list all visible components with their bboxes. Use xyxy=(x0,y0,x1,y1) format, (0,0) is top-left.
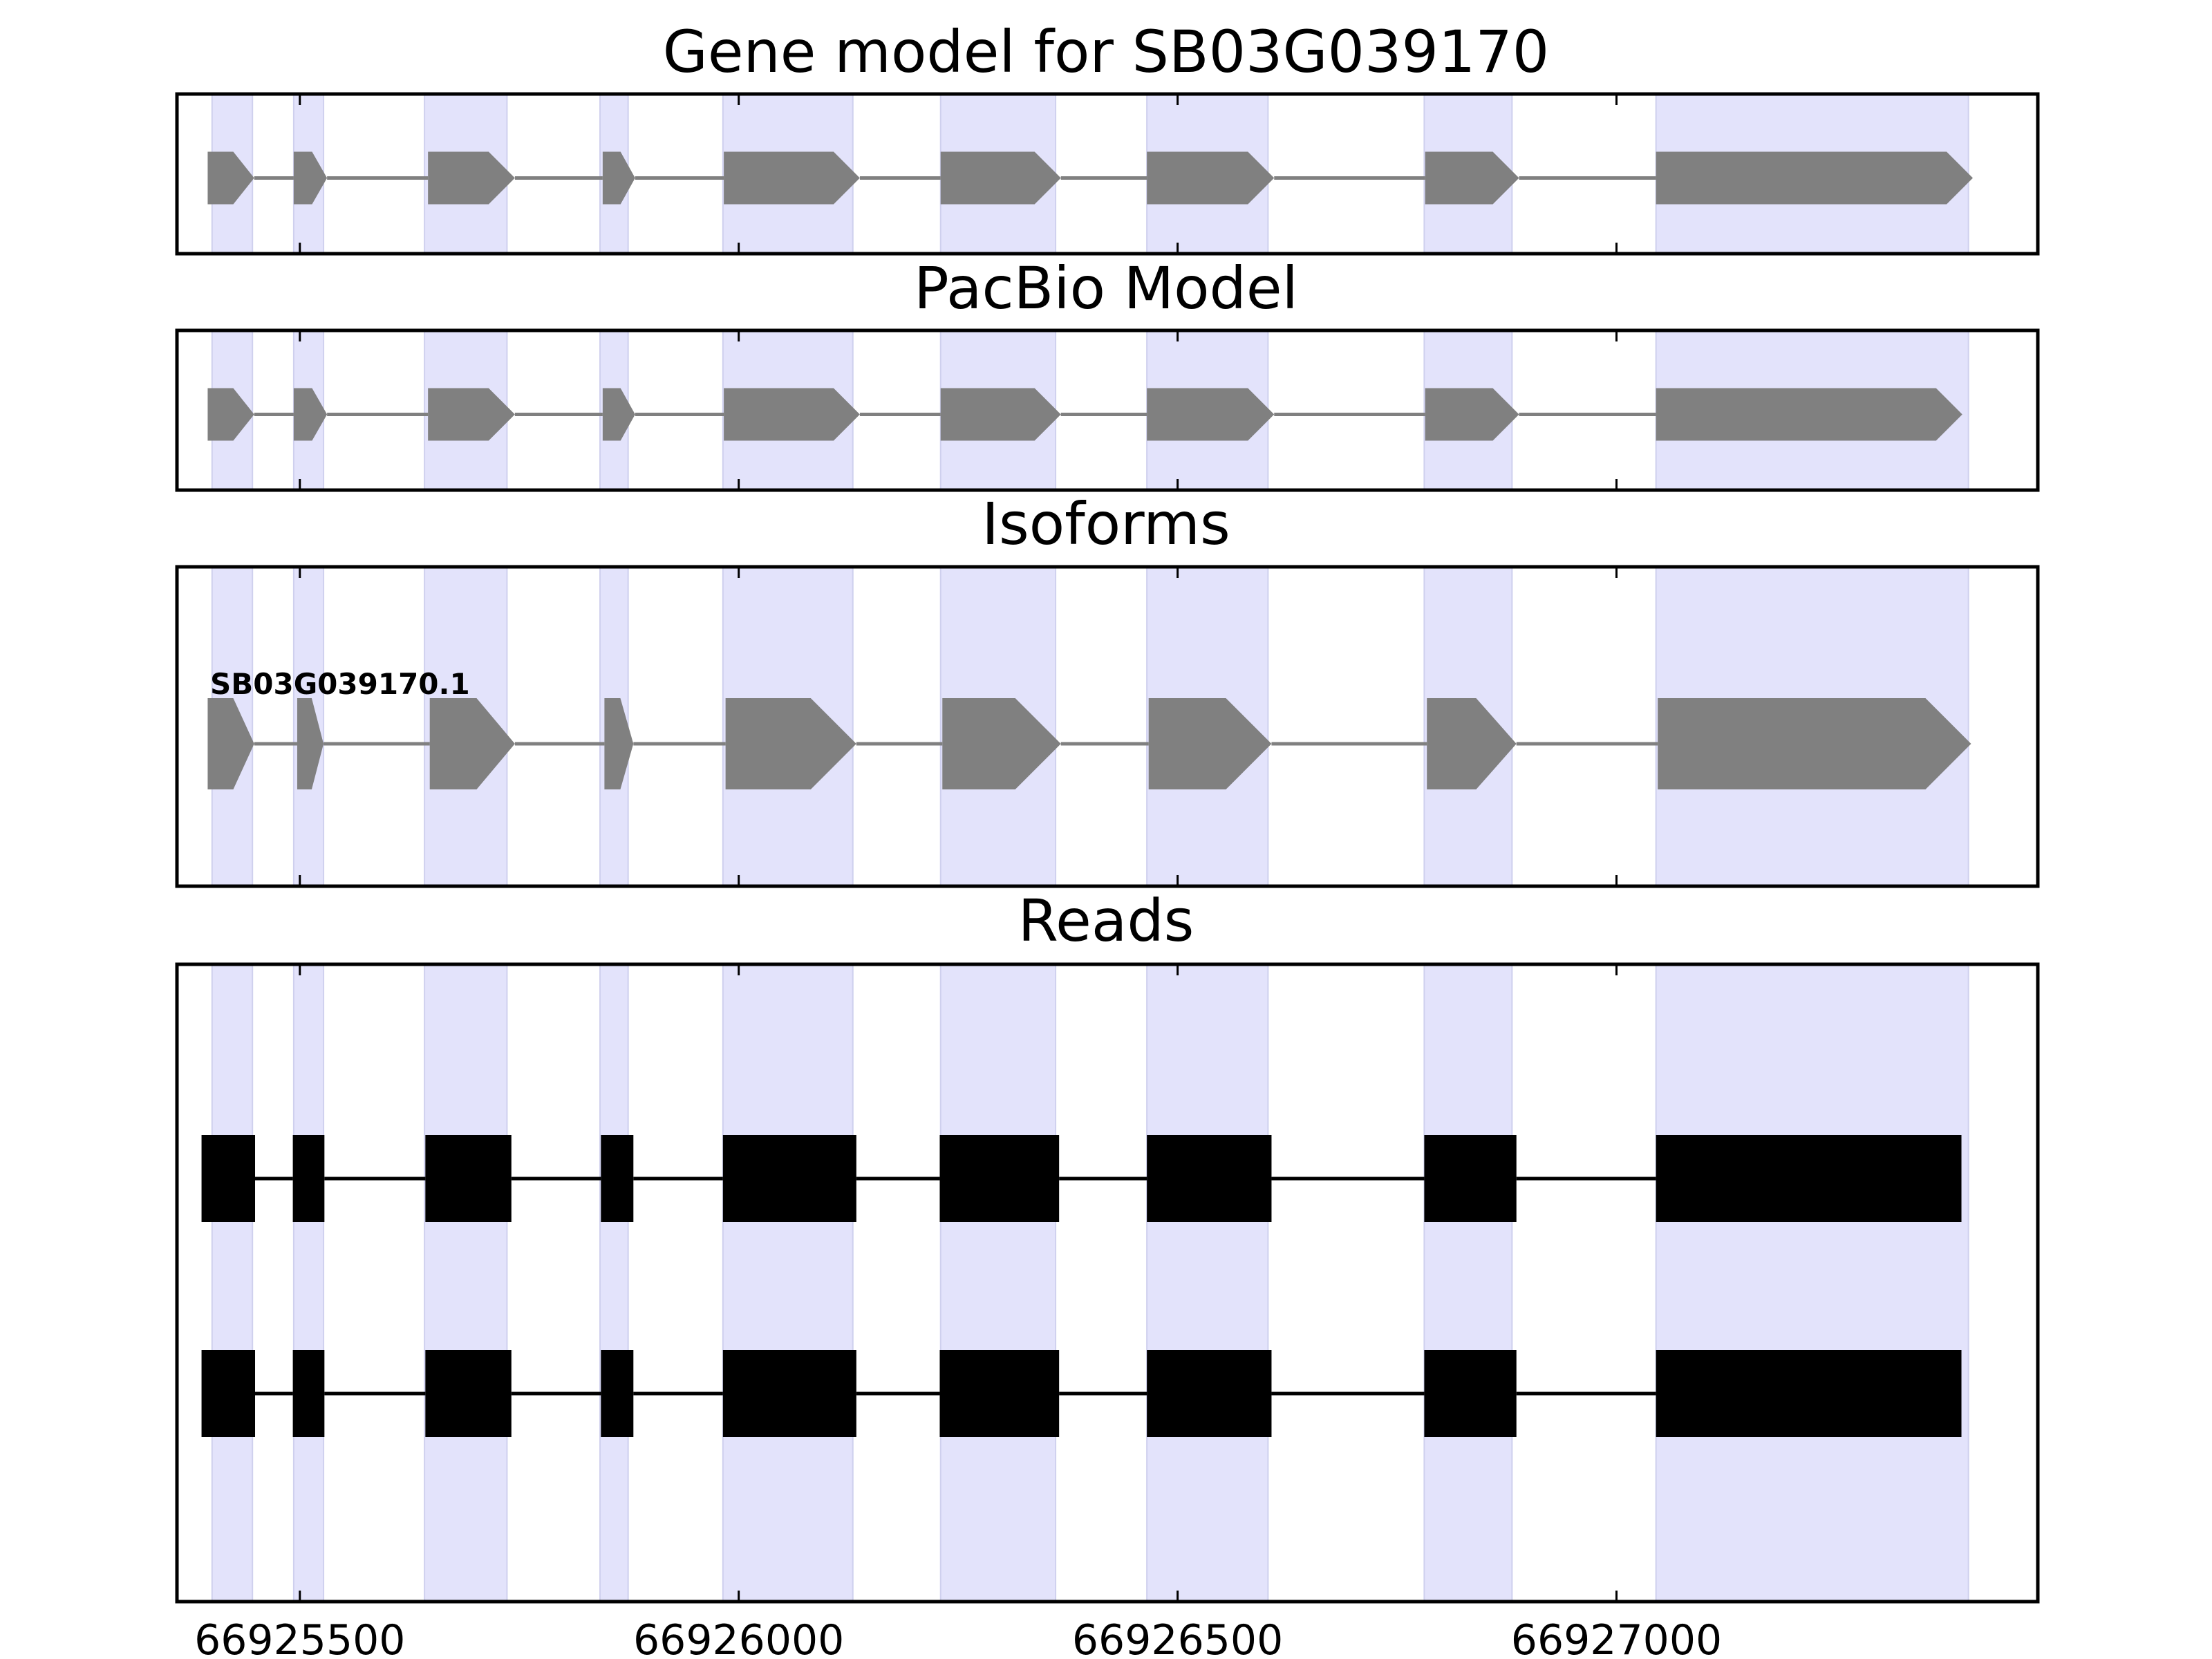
panel-frame xyxy=(175,962,2040,1604)
panel-isoforms: Isoforms SB03G039170.1 xyxy=(210,490,1230,701)
exon-shape xyxy=(428,151,515,205)
exon-shape xyxy=(602,388,635,441)
exon-shape xyxy=(1147,151,1275,205)
exon-band xyxy=(211,964,254,1602)
exon-shape xyxy=(725,698,856,789)
exon-shape xyxy=(1427,698,1517,789)
panel-title-reads: Reads xyxy=(1018,887,1194,955)
x-tick-label: 66926000 xyxy=(633,1616,844,1659)
exon-shape xyxy=(724,388,860,441)
exon-shape xyxy=(1148,698,1272,789)
exon-shape xyxy=(1147,388,1275,441)
exon-shape xyxy=(1425,388,1519,441)
exon-shape xyxy=(297,698,324,789)
read-block xyxy=(1147,1350,1272,1437)
panel-title-pacbio-model: PacBio Model xyxy=(914,254,1298,322)
exon-shape xyxy=(604,698,634,789)
exon-shape xyxy=(1658,698,1971,789)
panel-plot-2 xyxy=(175,328,2040,492)
exon-band xyxy=(424,964,508,1602)
read-block xyxy=(939,1350,1060,1437)
read-block xyxy=(1656,1350,1962,1437)
exon-shape xyxy=(1656,151,1974,205)
exon-shape xyxy=(429,698,515,789)
read-block xyxy=(425,1135,512,1222)
exon-shape xyxy=(293,388,328,441)
panel-reads: Reads xyxy=(1018,887,1194,955)
read-block xyxy=(722,1135,856,1222)
read-block xyxy=(1424,1350,1517,1437)
read-block xyxy=(292,1135,325,1222)
read-block xyxy=(201,1135,256,1222)
read-block xyxy=(1656,1135,1962,1222)
panel-gene-model: Gene model for SB03G039170 xyxy=(663,18,1549,86)
exon-band xyxy=(292,964,325,1602)
read-block xyxy=(425,1350,512,1437)
exon-shape xyxy=(942,698,1061,789)
exon-shape xyxy=(1656,388,1962,441)
panel-plot-4 xyxy=(175,962,2040,1604)
read-block xyxy=(292,1350,325,1437)
exon-shape xyxy=(207,698,254,789)
read-block xyxy=(722,1350,856,1437)
panel-frame xyxy=(175,328,2040,492)
x-axis-tick-labels: 66925500 66926000 66926500 66927000 xyxy=(194,1616,1722,1659)
read-block xyxy=(1147,1135,1272,1222)
exon-shape xyxy=(940,388,1061,441)
exon-shape xyxy=(940,151,1061,205)
panel-title-isoforms: Isoforms xyxy=(982,490,1230,558)
exon-shape xyxy=(724,151,860,205)
exon-band xyxy=(599,964,629,1602)
exon-shape xyxy=(207,388,254,441)
read-block xyxy=(939,1135,1060,1222)
panel-title-gene-model: Gene model for SB03G039170 xyxy=(663,18,1549,86)
exon-band xyxy=(939,964,1057,1602)
panel-plot-3 xyxy=(175,565,2040,888)
panel-frame xyxy=(175,565,2040,888)
exon-shape xyxy=(602,151,635,205)
read-block xyxy=(601,1135,634,1222)
exon-shape xyxy=(1425,151,1519,205)
exon-shape xyxy=(293,151,328,205)
isoform-label: SB03G039170.1 xyxy=(210,667,470,701)
exon-shape xyxy=(207,151,254,205)
panel-frame xyxy=(175,92,2040,256)
read-block xyxy=(201,1350,256,1437)
read-block xyxy=(601,1350,634,1437)
exon-shape xyxy=(428,388,515,441)
panel-pacbio-model: PacBio Model xyxy=(914,254,1298,322)
exon-band xyxy=(722,964,854,1602)
read-block xyxy=(1424,1135,1517,1222)
x-tick-label: 66927000 xyxy=(1511,1616,1722,1659)
exon-band xyxy=(1423,964,1513,1602)
x-tick-label: 66926500 xyxy=(1072,1616,1283,1659)
panel-plot-1 xyxy=(175,92,2040,256)
exon-band xyxy=(1146,964,1269,1602)
x-tick-label: 66925500 xyxy=(194,1616,405,1659)
exon-band xyxy=(1655,964,1969,1602)
